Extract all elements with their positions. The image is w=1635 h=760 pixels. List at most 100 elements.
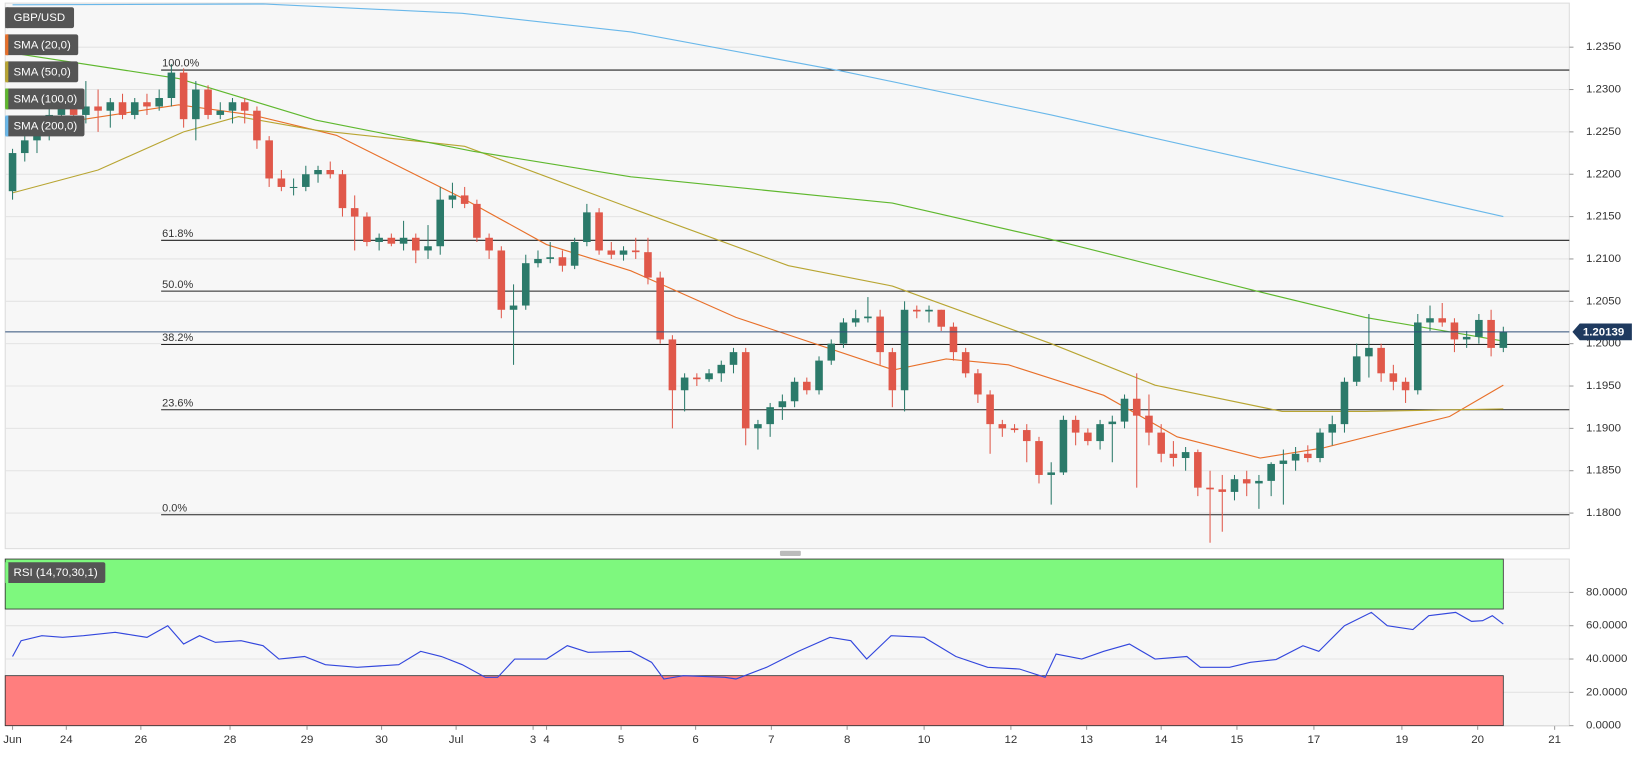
candle-body	[717, 364, 726, 374]
y-tick-label: 1.2150	[1586, 211, 1621, 223]
legend-box	[5, 115, 85, 137]
x-tick-label: 12	[1004, 734, 1017, 746]
candle-body	[888, 352, 897, 391]
candle-body	[387, 237, 396, 244]
candle-body	[705, 373, 713, 380]
x-tick-label: 4	[543, 734, 550, 746]
y-tick-label: 0.0000	[1586, 720, 1621, 732]
candle-body	[1499, 331, 1508, 348]
panel-resize-handle[interactable]	[779, 550, 801, 556]
candle-body	[925, 309, 933, 312]
legend-swatch	[5, 562, 9, 584]
last-price-tag	[1572, 323, 1632, 341]
candle-body	[1377, 347, 1385, 374]
x-tick-label: 24	[60, 734, 73, 746]
candle-body	[1316, 432, 1324, 459]
rsi-title: RSI (14,70,30,1)	[14, 567, 98, 579]
candle-body	[1047, 472, 1055, 475]
overbought-zone	[4, 558, 1504, 610]
fib-level-label: 38.2%	[162, 332, 193, 344]
candle-body	[314, 170, 322, 175]
legend-text: SMA (20,0)	[14, 39, 72, 51]
x-tick-label: 13	[1080, 734, 1093, 746]
candle-body	[216, 110, 225, 115]
candle-body	[277, 178, 286, 187]
candle-body	[876, 316, 884, 353]
x-tick-label: 15	[1231, 734, 1244, 746]
candle-body	[619, 250, 628, 255]
x-tick-label: 8	[844, 734, 850, 746]
candle-body	[949, 326, 958, 353]
candle-body	[1035, 441, 1043, 475]
candle-body	[20, 140, 29, 154]
x-tick-label: 30	[375, 734, 388, 746]
candle-body	[1059, 419, 1068, 473]
candle-body	[1267, 463, 1275, 481]
candle-body	[668, 339, 677, 391]
candle-body	[961, 352, 970, 374]
candle-body	[8, 153, 17, 192]
candle-body	[228, 102, 237, 111]
candle-body	[1365, 347, 1373, 357]
candle-body	[179, 72, 188, 120]
y-tick-label: 1.2050	[1586, 295, 1621, 307]
x-tick-label: 20	[1471, 734, 1484, 746]
candle-body	[778, 401, 787, 408]
candle-body	[1120, 398, 1129, 422]
y-tick-label: 20.0000	[1586, 686, 1627, 698]
y-tick-label: 1.2300	[1586, 84, 1621, 96]
y-tick-label: 1.2350	[1586, 41, 1621, 53]
candle-body	[741, 352, 750, 429]
candle-body	[864, 316, 872, 319]
fib-level-label: 100.0%	[162, 58, 199, 70]
candle-body	[375, 237, 383, 243]
candle-body	[289, 186, 298, 188]
legend-box	[5, 88, 85, 110]
candle-body	[570, 242, 579, 266]
candle-body	[1084, 432, 1092, 442]
candle-body	[448, 195, 457, 200]
candle-body	[1218, 489, 1227, 492]
candle-body	[509, 305, 518, 310]
candle-body	[900, 309, 909, 391]
candle-body	[1389, 373, 1398, 382]
candle-body	[1010, 428, 1019, 431]
x-tick-label: 3	[530, 734, 536, 746]
candle-body	[412, 237, 420, 251]
candle-body	[204, 89, 212, 115]
legend-box	[5, 562, 106, 584]
candle-body	[680, 377, 689, 391]
x-tick-label: 26	[134, 734, 147, 746]
candle-body	[240, 102, 249, 111]
candle-body	[937, 309, 946, 327]
candle-body	[302, 174, 310, 187]
y-tick-label: 1.1900	[1586, 422, 1621, 434]
candle-body	[693, 377, 701, 380]
candle-body	[473, 203, 481, 238]
candle-body	[583, 212, 591, 243]
candle-body	[912, 309, 921, 312]
candle-body	[1181, 452, 1190, 459]
legend-text: SMA (50,0)	[14, 66, 72, 78]
y-tick-label: 1.1800	[1586, 507, 1621, 519]
candle-body	[94, 106, 102, 111]
legend-text: SMA (100,0)	[14, 93, 78, 105]
candle-body	[192, 89, 200, 120]
fib-level-label: 23.6%	[162, 397, 193, 409]
rsi-line	[12, 611, 1504, 680]
sma-line	[12, 52, 1504, 342]
candle-body	[595, 212, 603, 251]
y-tick-label: 1.2250	[1586, 126, 1621, 138]
candle-body	[1132, 398, 1141, 416]
x-tick-label: 5	[618, 734, 624, 746]
candle-body	[1145, 415, 1153, 433]
candle-body	[1352, 356, 1361, 382]
legend-text: SMA (200,0)	[14, 121, 78, 133]
candle-body	[1450, 322, 1459, 340]
candle-body	[827, 343, 836, 361]
candle-body	[363, 216, 371, 243]
x-tick-label: 17	[1308, 734, 1321, 746]
fib-level-label: 50.0%	[162, 279, 193, 291]
